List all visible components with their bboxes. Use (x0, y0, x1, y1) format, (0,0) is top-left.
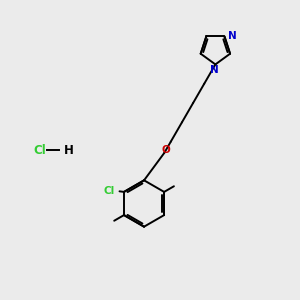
Text: Cl: Cl (33, 143, 46, 157)
Text: N: N (210, 65, 219, 75)
Text: N: N (228, 31, 237, 41)
Text: O: O (162, 145, 170, 155)
Text: H: H (64, 143, 74, 157)
Text: Cl: Cl (103, 186, 115, 196)
